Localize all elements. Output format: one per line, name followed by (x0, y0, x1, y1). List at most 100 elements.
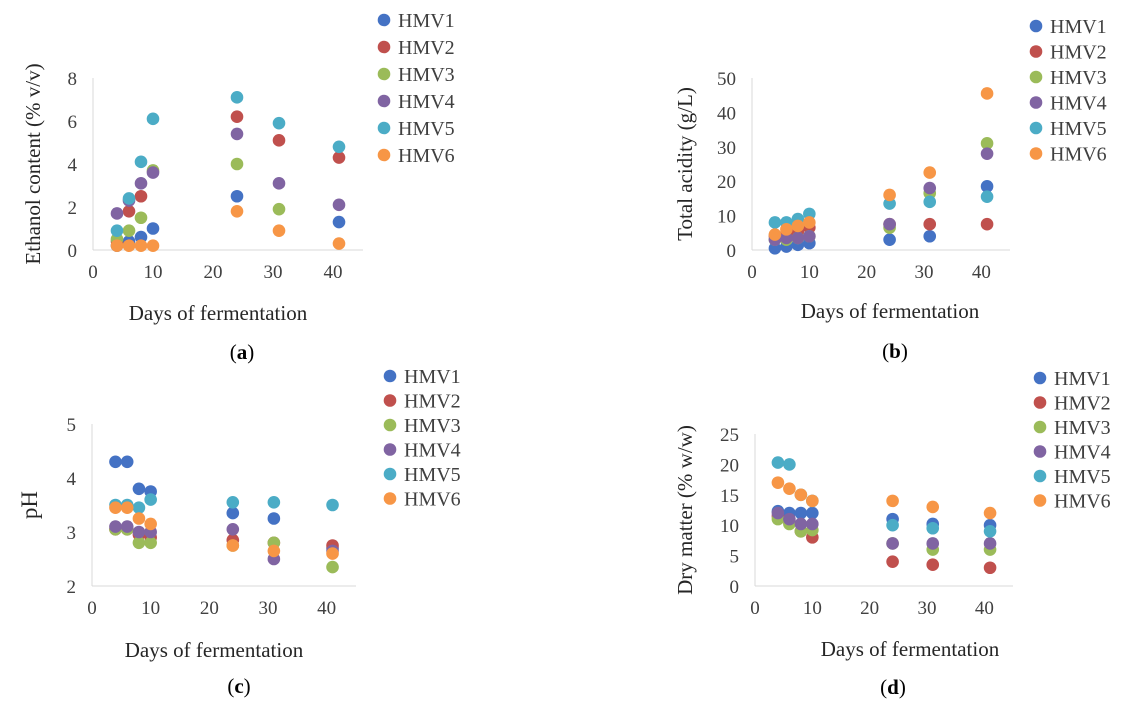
data-point-hmv1 (267, 512, 281, 525)
legend-label-hmv1: HMV1 (398, 10, 455, 32)
caption-open-paren: ( (227, 674, 234, 698)
x-tick-label: 30 (264, 262, 283, 283)
x-axis-title: Days of fermentation (125, 638, 304, 662)
legend-label-hmv2: HMV2 (1050, 42, 1107, 64)
data-point-hmv4 (272, 177, 286, 190)
x-tick-label: 0 (87, 598, 97, 619)
data-point-hmv1 (226, 506, 240, 520)
data-point-hmv6 (768, 228, 782, 241)
y-tick-label: 4 (68, 155, 78, 176)
x-tick-label: 20 (204, 262, 223, 283)
data-point-hmv6 (780, 223, 793, 236)
data-point-hmv5 (146, 112, 160, 126)
caption-letter: a (237, 340, 248, 364)
chart-panel-d: 0 5 10 15 20 25 0 10 20 30 40 Days of fermentation D… (673, 368, 1111, 699)
panel-caption: (b) (882, 339, 908, 363)
data-point-hmv6 (122, 239, 136, 252)
x-tick-label: 10 (141, 598, 160, 619)
x-tick-label: 20 (860, 598, 879, 619)
legend-label-hmv3: HMV3 (404, 415, 461, 437)
y-tick-label: 4 (67, 469, 77, 490)
data-point-hmv6 (791, 219, 805, 233)
data-point-hmv1 (806, 506, 819, 520)
legend-label-hmv4: HMV4 (404, 440, 461, 462)
y-tick-label: 10 (720, 516, 739, 537)
x-axis-title: Days of fermentation (129, 301, 308, 325)
legend-marker-hmv6 (1029, 147, 1043, 160)
y-tick-label: 10 (717, 207, 736, 228)
data-point-hmv5 (226, 496, 240, 509)
legend-marker-hmv3 (383, 418, 397, 432)
data-point-hmv6 (783, 482, 796, 496)
data-point-hmv3 (144, 536, 157, 550)
legend-marker-hmv6 (383, 492, 397, 505)
data-point-hmv1 (120, 455, 134, 469)
y-tick-label: 15 (720, 486, 739, 507)
data-point-hmv5 (332, 140, 346, 154)
data-point-hmv1 (980, 180, 994, 193)
data-point-hmv3 (272, 202, 286, 216)
x-tick-label: 10 (800, 262, 819, 283)
data-point-hmv5 (768, 216, 782, 229)
data-point-hmv5 (134, 155, 148, 169)
legend-marker-hmv5 (383, 467, 397, 481)
data-point-hmv2 (926, 558, 940, 572)
legend-marker-hmv5 (377, 121, 391, 135)
legend-label-hmv5: HMV5 (1054, 466, 1111, 488)
data-point-hmv5 (771, 456, 785, 469)
data-point-hmv6 (926, 500, 940, 514)
x-tick-label: 40 (975, 598, 994, 619)
legend-label-hmv3: HMV3 (1050, 67, 1107, 89)
data-point-hmv3 (122, 224, 136, 237)
y-tick-label: 0 (730, 577, 740, 598)
data-point-hmv5 (326, 498, 339, 512)
data-point-hmv6 (923, 166, 937, 179)
data-point-hmv6 (771, 476, 785, 489)
data-point-hmv6 (326, 547, 339, 560)
data-point-hmv4 (783, 512, 796, 526)
data-point-hmv4 (226, 523, 240, 536)
data-point-hmv4 (923, 181, 937, 195)
legend-marker-hmv4 (383, 443, 397, 456)
data-point-hmv6 (883, 188, 896, 202)
data-point-hmv4 (886, 537, 899, 550)
y-tick-label: 50 (717, 69, 736, 90)
data-point-hmv4 (980, 147, 994, 160)
legend-marker-hmv3 (377, 67, 391, 81)
legend-marker-hmv4 (1033, 445, 1047, 458)
legend-label-hmv5: HMV5 (1050, 118, 1107, 140)
legend-label-hmv6: HMV6 (404, 489, 461, 511)
data-point-hmv5 (886, 518, 899, 532)
data-point-hmv1 (230, 189, 244, 203)
x-tick-label: 40 (972, 262, 991, 283)
legend-label-hmv1: HMV1 (1054, 368, 1111, 390)
y-axis-title: Ethanol content (% v/v) (21, 63, 45, 264)
y-tick-label: 3 (67, 523, 77, 544)
data-point-hmv4 (803, 229, 816, 243)
chart-panel-a: 0 2 4 6 8 0 10 20 30 40 Days of fermentation Ethano… (21, 10, 455, 364)
x-axis-title: Days of fermentation (821, 637, 1000, 661)
legend-marker-hmv4 (377, 94, 391, 108)
legend-marker-hmv1 (383, 369, 397, 383)
data-point-hmv6 (983, 506, 997, 520)
data-point-hmv2 (923, 217, 937, 231)
y-tick-label: 0 (68, 241, 78, 262)
legend-marker-hmv1 (377, 13, 391, 27)
y-axis-title: Dry matter (% w/w) (673, 425, 697, 595)
legend-label-hmv2: HMV2 (404, 391, 461, 413)
x-tick-label: 10 (144, 262, 163, 283)
legend-marker-hmv5 (1033, 469, 1047, 483)
legend-label-hmv5: HMV5 (404, 464, 461, 486)
x-tick-label: 30 (915, 262, 934, 283)
panel-caption: (d) (880, 675, 906, 699)
y-tick-label: 40 (717, 103, 736, 124)
chart-panel-b: 0 10 20 30 40 50 0 10 20 30 40 Days of fermentation… (673, 16, 1107, 363)
data-point-hmv6 (110, 239, 124, 252)
y-tick-label: 5 (730, 547, 740, 568)
x-tick-label: 0 (88, 262, 98, 283)
data-point-hmv6 (806, 494, 819, 508)
x-tick-label: 40 (324, 262, 343, 283)
caption-letter: c (234, 674, 243, 698)
legend-marker-hmv3 (1029, 70, 1043, 84)
legend-marker-hmv2 (1029, 45, 1043, 58)
